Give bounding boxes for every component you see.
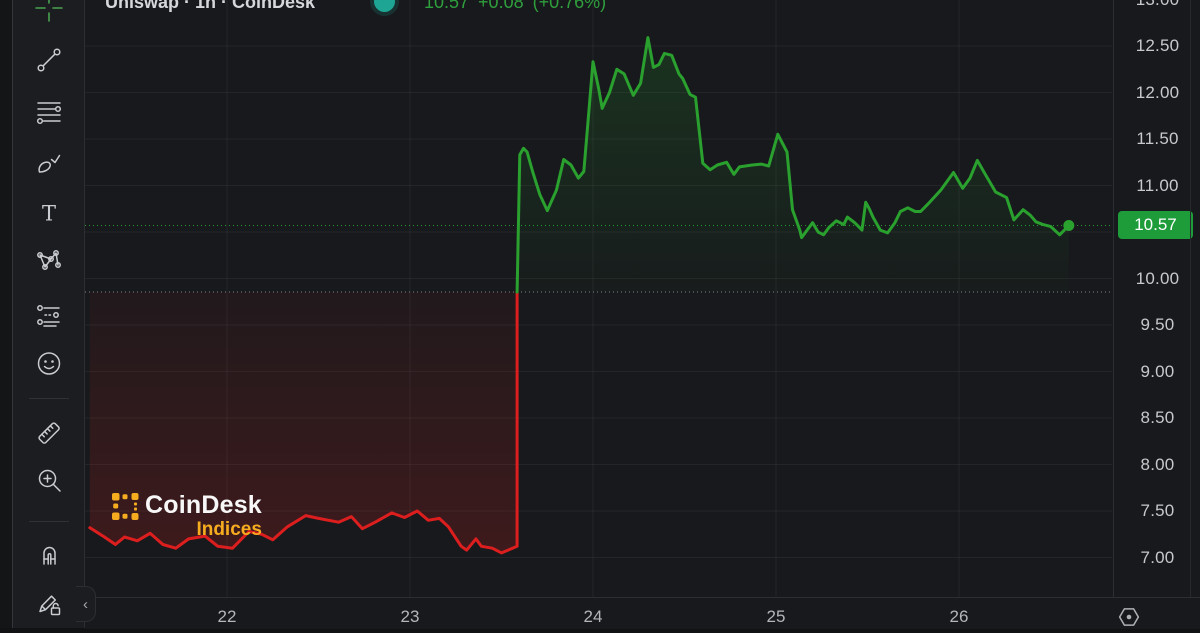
price-line-down[interactable] (88, 290, 519, 555)
time-axis[interactable]: 22 23 24 25 26 (85, 597, 1200, 629)
price-axis-label: 11.00 (1136, 175, 1179, 195)
market-status-dot-icon[interactable] (374, 0, 395, 12)
toolbar-collapse-tab[interactable]: ‹ (76, 586, 96, 622)
price-axis-label: 9.50 (1140, 315, 1175, 334)
trend-line-tool-icon[interactable] (35, 46, 63, 74)
last-price-badge: 10.57 (1118, 211, 1193, 240)
window-edge-strip (0, 0, 13, 628)
symbol-title[interactable]: Uniswap · 1h · CoinDesk (105, 0, 316, 12)
prediction-tool-icon[interactable] (35, 302, 63, 330)
area-above-baseline (517, 37, 1069, 292)
time-axis-label: 25 (766, 607, 786, 626)
emoji-tool-icon[interactable] (35, 349, 63, 377)
price-axis-label: 13.00 (1114, 0, 1200, 10)
toolbar-divider (29, 521, 69, 522)
text-tool-icon[interactable]: T (35, 199, 63, 227)
price-axis-label: 11.50 (1136, 129, 1179, 148)
coindesk-logo-icon (112, 493, 139, 520)
settings-gear-icon[interactable] (1118, 606, 1140, 628)
price-change: +0.08 (478, 0, 524, 12)
drawing-lock-tool-icon[interactable] (35, 589, 63, 617)
watermark-brand: CoinDesk (145, 491, 262, 519)
quote-values: 10.57 +0.08 (+0.76%) (424, 0, 615, 13)
price-line-up[interactable] (515, 36, 1071, 294)
coindesk-indices-watermark: CoinDesk Indices (112, 493, 262, 539)
drawing-toolbar: T (13, 0, 85, 628)
axis-right-edge (1190, 0, 1191, 597)
time-axis-label: 26 (949, 607, 969, 626)
watermark-sub: Indices (196, 519, 262, 540)
magnet-tool-icon[interactable] (35, 539, 63, 567)
brush-tool-icon[interactable] (35, 149, 63, 177)
last-price: 10.57 (424, 0, 470, 12)
price-axis-label: 12.00 (1135, 82, 1180, 102)
price-axis-label: 12.50 (1135, 36, 1180, 55)
price-axis-label: 10.00 (1135, 268, 1180, 288)
zoom-in-tool-icon[interactable] (35, 466, 63, 494)
last-price-marker (1063, 219, 1075, 231)
crosshair-tool-icon[interactable] (35, 0, 63, 22)
fib-retracement-tool-icon[interactable] (35, 98, 63, 126)
ruler-tool-icon[interactable] (35, 419, 63, 447)
time-axis-label: 22 (217, 607, 237, 626)
price-axis-label: 8.00 (1140, 454, 1175, 474)
chevron-left-icon: ‹ (83, 595, 88, 613)
time-axis-label: 24 (583, 607, 603, 626)
toolbar-divider (29, 398, 69, 399)
price-axis-label: 7.50 (1140, 501, 1175, 520)
price-axis-label: 9.00 (1140, 361, 1175, 381)
area-below-baseline (89, 292, 518, 553)
xabcd-pattern-tool-icon[interactable] (35, 247, 63, 275)
price-change-pct: (+0.76%) (532, 0, 607, 12)
price-axis-label: 7.00 (1140, 547, 1175, 567)
svg-text:T: T (42, 202, 56, 226)
time-axis-label: 23 (400, 607, 420, 626)
price-axis-label: 8.50 (1140, 408, 1175, 427)
price-axis[interactable]: 13.00 12.50 12.00 11.50 11.00 10.00 9.50 9.00 8.… (1113, 0, 1200, 597)
